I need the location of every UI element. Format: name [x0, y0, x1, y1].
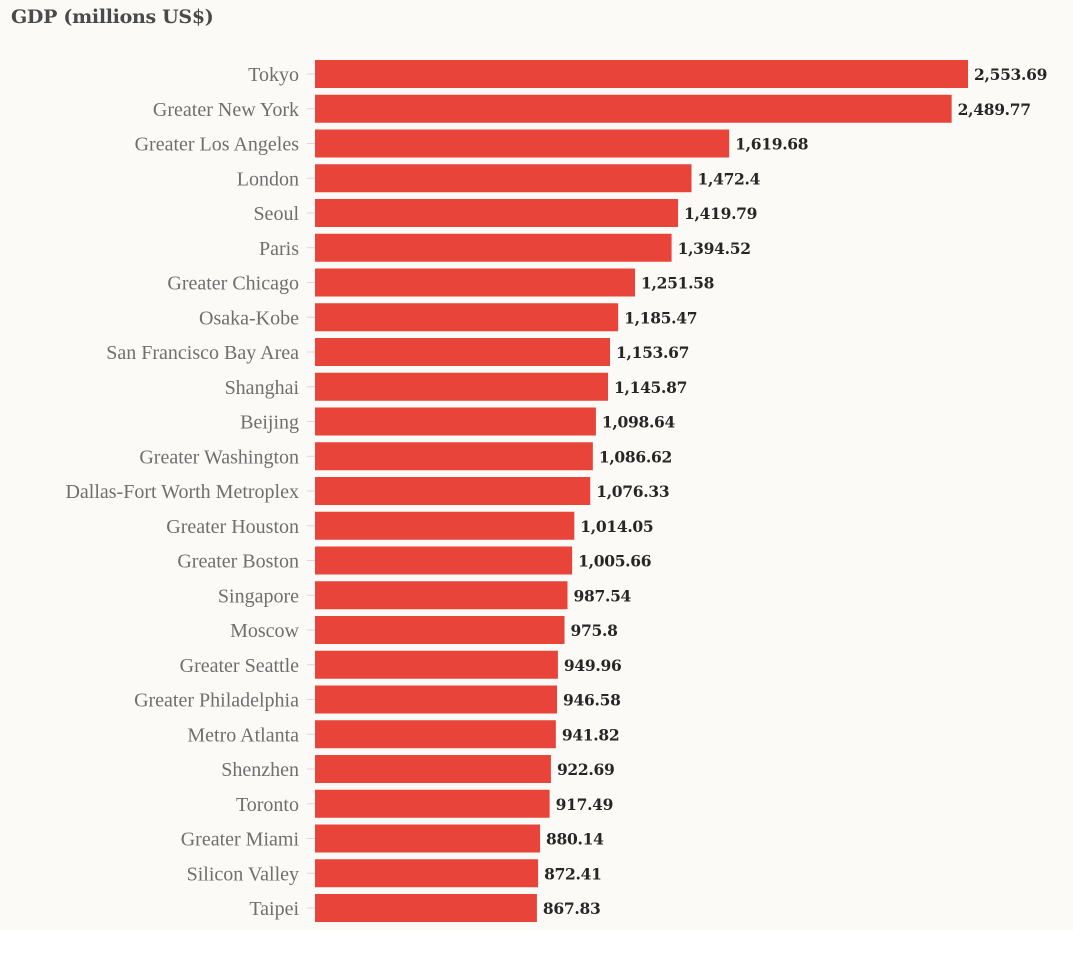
value-label: 987.54 — [574, 586, 632, 605]
bar — [315, 303, 619, 332]
value-label: 1,014.05 — [580, 517, 653, 536]
bar — [315, 129, 730, 158]
bar — [315, 581, 568, 610]
bar — [315, 546, 573, 575]
value-label: 975.8 — [571, 621, 618, 640]
bar — [315, 60, 968, 88]
category-label: Greater Seattle — [180, 655, 299, 677]
bars-layer: Tokyo 2,553.69 Greater New York 2,489.77 Gre… — [65, 60, 1047, 922]
bar — [315, 511, 575, 540]
category-label: Greater Miami — [181, 829, 300, 851]
category-label: London — [237, 168, 299, 190]
bar — [315, 789, 550, 818]
chart-panel: GDP (millions US$) Tokyo 2,553.69 Greater … — [11, 6, 1048, 922]
bar — [315, 477, 591, 505]
category-label: Greater Chicago — [167, 273, 299, 295]
category-label: Osaka-Kobe — [199, 307, 299, 329]
bar — [315, 894, 537, 922]
value-label: 1,185.47 — [624, 308, 697, 327]
category-label: Moscow — [230, 620, 299, 642]
category-label: Greater Washington — [139, 446, 299, 468]
category-label: Toronto — [236, 794, 299, 816]
value-label: 2,553.69 — [974, 65, 1047, 84]
value-label: 922.69 — [557, 760, 615, 779]
value-label: 872.41 — [544, 864, 602, 883]
bar — [315, 824, 541, 853]
value-label: 917.49 — [556, 795, 614, 814]
category-label: Greater New York — [153, 99, 299, 121]
category-label: Dallas-Fort Worth Metroplex — [65, 481, 299, 503]
value-label: 946.58 — [563, 691, 621, 710]
category-label: Greater Philadelphia — [134, 690, 299, 712]
category-label: Greater Boston — [177, 551, 299, 573]
category-label: Shanghai — [225, 377, 300, 399]
value-label: 949.96 — [564, 656, 622, 675]
value-label: 1,394.52 — [678, 239, 751, 258]
chart-title: GDP (millions US$) — [11, 6, 214, 28]
value-label: 1,619.68 — [735, 135, 808, 154]
value-label: 1,419.79 — [684, 204, 757, 223]
category-label: Tokyo — [248, 64, 299, 86]
bar — [315, 685, 558, 714]
category-label: San Francisco Bay Area — [106, 342, 299, 364]
value-label: 1,076.33 — [596, 482, 669, 501]
category-label: Singapore — [218, 585, 299, 607]
bar — [315, 407, 596, 436]
value-label: 2,489.77 — [958, 100, 1031, 119]
bar — [315, 268, 636, 297]
bar — [315, 164, 692, 193]
bar — [315, 372, 609, 401]
category-label: Greater Houston — [166, 516, 299, 538]
bar-chart: Tokyo 2,553.69 Greater New York 2,489.77 Gre… — [65, 60, 1047, 922]
value-label: 880.14 — [546, 830, 604, 849]
category-label: Seoul — [253, 203, 299, 225]
value-label: 1,005.66 — [578, 552, 651, 571]
category-label: Metro Atlanta — [187, 724, 299, 746]
value-label: 1,472.4 — [698, 169, 761, 188]
value-label: 1,251.58 — [641, 274, 714, 293]
bar — [315, 94, 952, 123]
value-label: 1,098.64 — [602, 413, 676, 432]
value-label: 941.82 — [562, 725, 620, 744]
value-label: 867.83 — [543, 899, 601, 918]
category-label: Taipei — [249, 898, 299, 920]
bar — [315, 650, 558, 679]
category-label: Shenzhen — [221, 759, 299, 781]
bar — [315, 616, 565, 644]
bar — [315, 755, 551, 783]
bar — [315, 199, 679, 227]
value-label: 1,145.87 — [614, 378, 687, 397]
category-label: Beijing — [240, 412, 299, 434]
bar — [315, 338, 611, 366]
value-label: 1,086.62 — [599, 447, 672, 466]
value-label: 1,153.67 — [616, 343, 689, 362]
category-label: Paris — [259, 238, 299, 260]
bar — [315, 233, 672, 262]
bar — [315, 859, 539, 888]
bar — [315, 442, 593, 471]
bar — [315, 720, 556, 749]
category-label: Greater Los Angeles — [135, 134, 300, 156]
category-label: Silicon Valley — [187, 863, 299, 885]
